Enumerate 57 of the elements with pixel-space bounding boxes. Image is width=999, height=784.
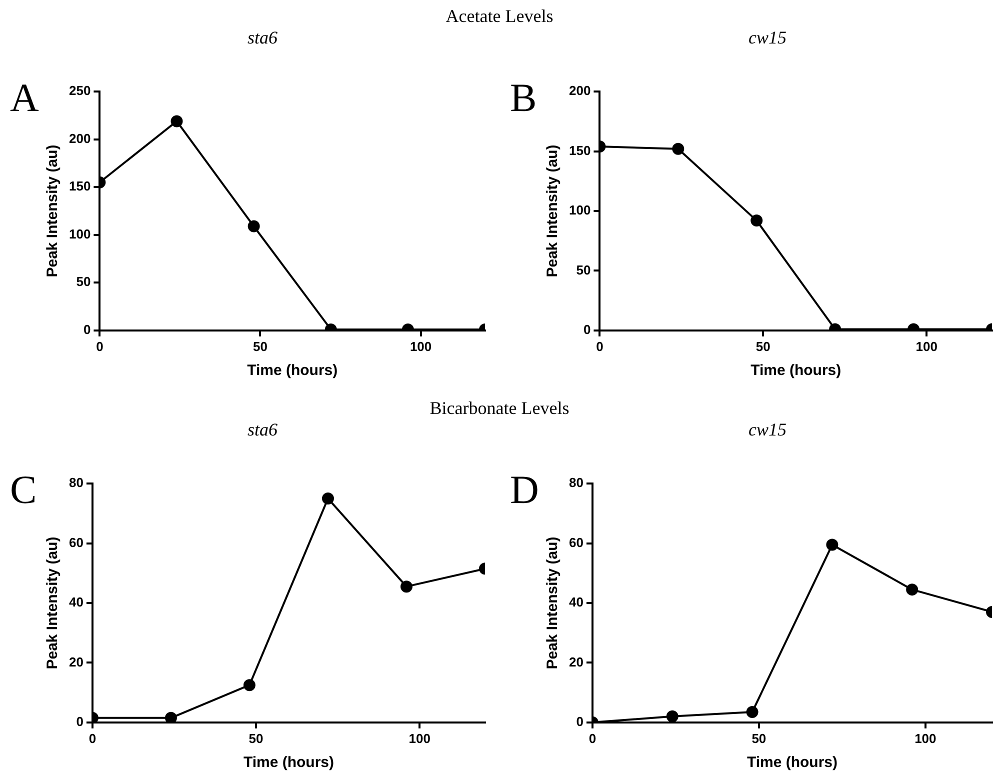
y-tick-label: 60 [568, 534, 584, 550]
text: D [510, 467, 539, 512]
point [906, 584, 918, 596]
y-axis-title: Peak Intensity (au) [44, 144, 62, 278]
x-tick-label: 0 [596, 338, 604, 354]
y-axis-title: Peak Intensity (au) [544, 144, 562, 278]
point [666, 710, 678, 722]
x-tick-label: 50 [752, 730, 766, 746]
y-tick-label: 80 [568, 475, 584, 490]
y-tick-label: 150 [568, 142, 591, 158]
y-tick-label: 200 [568, 83, 591, 98]
text: A [10, 75, 39, 120]
point [746, 706, 758, 718]
x-axis-title: Time (hours) [750, 362, 842, 380]
x-tick-label: 0 [96, 338, 104, 354]
x-axis-title: Time (hours) [746, 754, 838, 772]
y-tick-label: 0 [583, 322, 591, 337]
y-tick-label: 20 [568, 654, 584, 670]
y-tick-label: 0 [576, 714, 584, 729]
y-tick-label: 100 [68, 226, 91, 242]
y-tick-label: 20 [68, 654, 84, 670]
x-tick-label: 100 [410, 338, 432, 354]
point [248, 220, 260, 232]
x-tick-label: 100 [408, 730, 430, 746]
x-tick-label: 100 [914, 730, 936, 746]
y-tick-label: 60 [68, 534, 84, 550]
x-tick-label: 100 [916, 338, 938, 354]
x-axis-title: Time (hours) [247, 362, 338, 380]
point [826, 538, 838, 551]
y-tick-label: 0 [83, 322, 91, 337]
chart-title: cw15 [748, 420, 786, 440]
y-axis-title: Peak Intensity (au) [44, 536, 62, 670]
chart-title: sta6 [247, 420, 278, 440]
y-tick-label: 50 [576, 262, 591, 278]
point [750, 214, 763, 227]
y-axis-title: Peak Intensity (au) [544, 536, 562, 670]
y-tick-label: 40 [68, 594, 84, 610]
text: Acetate Levels [444, 6, 554, 27]
y-tick-label: 0 [76, 714, 84, 729]
chart-title: cw15 [748, 28, 786, 48]
text: B [510, 75, 537, 120]
y-tick-label: 200 [68, 130, 91, 146]
y-tick-label: 50 [76, 274, 91, 290]
x-tick-label: 50 [253, 338, 268, 354]
y-tick-label: 80 [68, 475, 84, 490]
point [243, 679, 256, 692]
y-tick-label: 100 [568, 202, 591, 218]
text: Bicarbonate Levels [428, 398, 570, 419]
point [322, 492, 334, 505]
x-tick-label: 50 [756, 338, 770, 354]
y-tick-label: 40 [568, 594, 584, 610]
y-tick-label: 150 [68, 178, 91, 194]
y-tick-label: 250 [68, 83, 91, 98]
text: C [10, 467, 37, 512]
chart-title: sta6 [247, 28, 278, 48]
x-tick-label: 50 [248, 730, 264, 746]
x-axis-title: Time (hours) [243, 754, 334, 772]
